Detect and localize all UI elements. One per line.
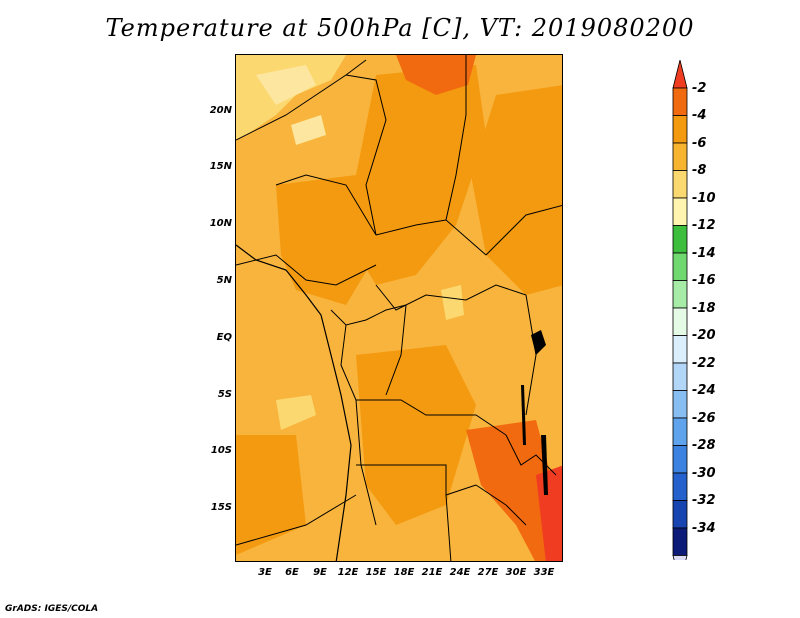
lake-malawi — [541, 435, 548, 495]
cool-patch-angola — [276, 395, 316, 430]
colorbar-swatch — [672, 500, 688, 529]
colorbar-label: -26 — [692, 411, 716, 426]
lon-tick-label: 6E — [285, 567, 299, 578]
colorbar-swatch — [672, 115, 688, 144]
colorbar-swatch — [672, 445, 688, 474]
warm-region-ethiopia — [471, 85, 562, 295]
credit-text: GrADS: IGES/COLA — [5, 604, 99, 614]
lon-tick-label: 27E — [477, 567, 499, 578]
colorbar-label: -28 — [692, 438, 716, 453]
colorbar-label: -14 — [692, 246, 716, 261]
lat-tick-label: 15N — [209, 161, 232, 172]
warm-region-chad-sudan — [346, 65, 486, 285]
colorbar-bottom-arrow — [672, 555, 688, 560]
colorbar-label: -24 — [692, 383, 716, 398]
lon-tick-label: 15E — [365, 567, 387, 578]
colorbar-label: -30 — [692, 466, 716, 481]
lon-tick-label: 33E — [533, 567, 555, 578]
map-plot-area — [235, 54, 563, 562]
colorbar-label: -20 — [692, 328, 716, 343]
hot-region-zambia-mozambique — [466, 420, 562, 561]
colorbar-label: -32 — [692, 493, 716, 508]
colorbar-swatch — [672, 170, 688, 199]
colorbar-swatch — [672, 472, 688, 501]
cool-patch-congo — [441, 285, 464, 320]
colorbar-label: -18 — [692, 301, 716, 316]
lat-tick-label: 20N — [209, 105, 232, 116]
lon-tick-label: 18E — [393, 567, 415, 578]
colorbar-label: -8 — [692, 163, 707, 178]
colorbar-swatch — [672, 142, 688, 171]
lon-tick-label: 3E — [258, 567, 272, 578]
west-african-coastline — [236, 244, 352, 561]
colorbar-swatch — [672, 362, 688, 391]
lon-tick-label: 21E — [421, 567, 443, 578]
lat-tick-label: EQ — [216, 332, 232, 343]
colorbar-label: -34 — [692, 521, 716, 536]
lat-tick-label: 5N — [216, 275, 232, 286]
colorbar-swatch — [672, 307, 688, 336]
hot-region-libya — [396, 55, 476, 95]
warm-region-nigeria-cameroon — [276, 175, 376, 305]
lon-tick-label: 24E — [449, 567, 471, 578]
coolest-region-northwest — [256, 65, 316, 105]
lake-victoria — [531, 330, 546, 355]
temperature-field — [236, 55, 562, 561]
colorbar-swatch — [672, 527, 688, 556]
lon-tick-label: 9E — [313, 567, 327, 578]
lake-tanganyika — [521, 385, 526, 445]
colorbar-swatch — [672, 417, 688, 446]
colorbar-label: -10 — [692, 191, 716, 206]
lon-tick-label: 30E — [505, 567, 527, 578]
chart-title: Temperature at 500hPa [C], VT: 201908020… — [105, 14, 695, 42]
colorbar-swatch — [672, 87, 688, 116]
lat-tick-label: 5S — [217, 389, 232, 400]
lon-tick-label: 12E — [337, 567, 359, 578]
cool-patch-north — [291, 115, 326, 145]
lat-tick-label: 15S — [210, 502, 232, 513]
colorbar-label: -2 — [692, 81, 707, 96]
colorbar-label: -12 — [692, 218, 716, 233]
colorbar-swatch — [672, 252, 688, 281]
colorbar — [672, 60, 688, 560]
lat-tick-label: 10S — [210, 445, 232, 456]
colorbar-label: -4 — [692, 108, 707, 123]
lat-tick-label: 10N — [209, 218, 232, 229]
colorbar-label: -22 — [692, 356, 716, 371]
colorbar-top-arrow — [672, 60, 688, 89]
hottest-region-southeast — [536, 465, 562, 561]
colorbar-swatch — [672, 280, 688, 309]
warm-region-southwest — [236, 435, 306, 555]
colorbar-label: -16 — [692, 273, 716, 288]
colorbar-swatch — [672, 390, 688, 419]
colorbar-label: -6 — [692, 136, 707, 151]
colorbar-swatch — [672, 197, 688, 226]
colorbar-swatch — [672, 335, 688, 364]
colorbar-swatch — [672, 225, 688, 254]
